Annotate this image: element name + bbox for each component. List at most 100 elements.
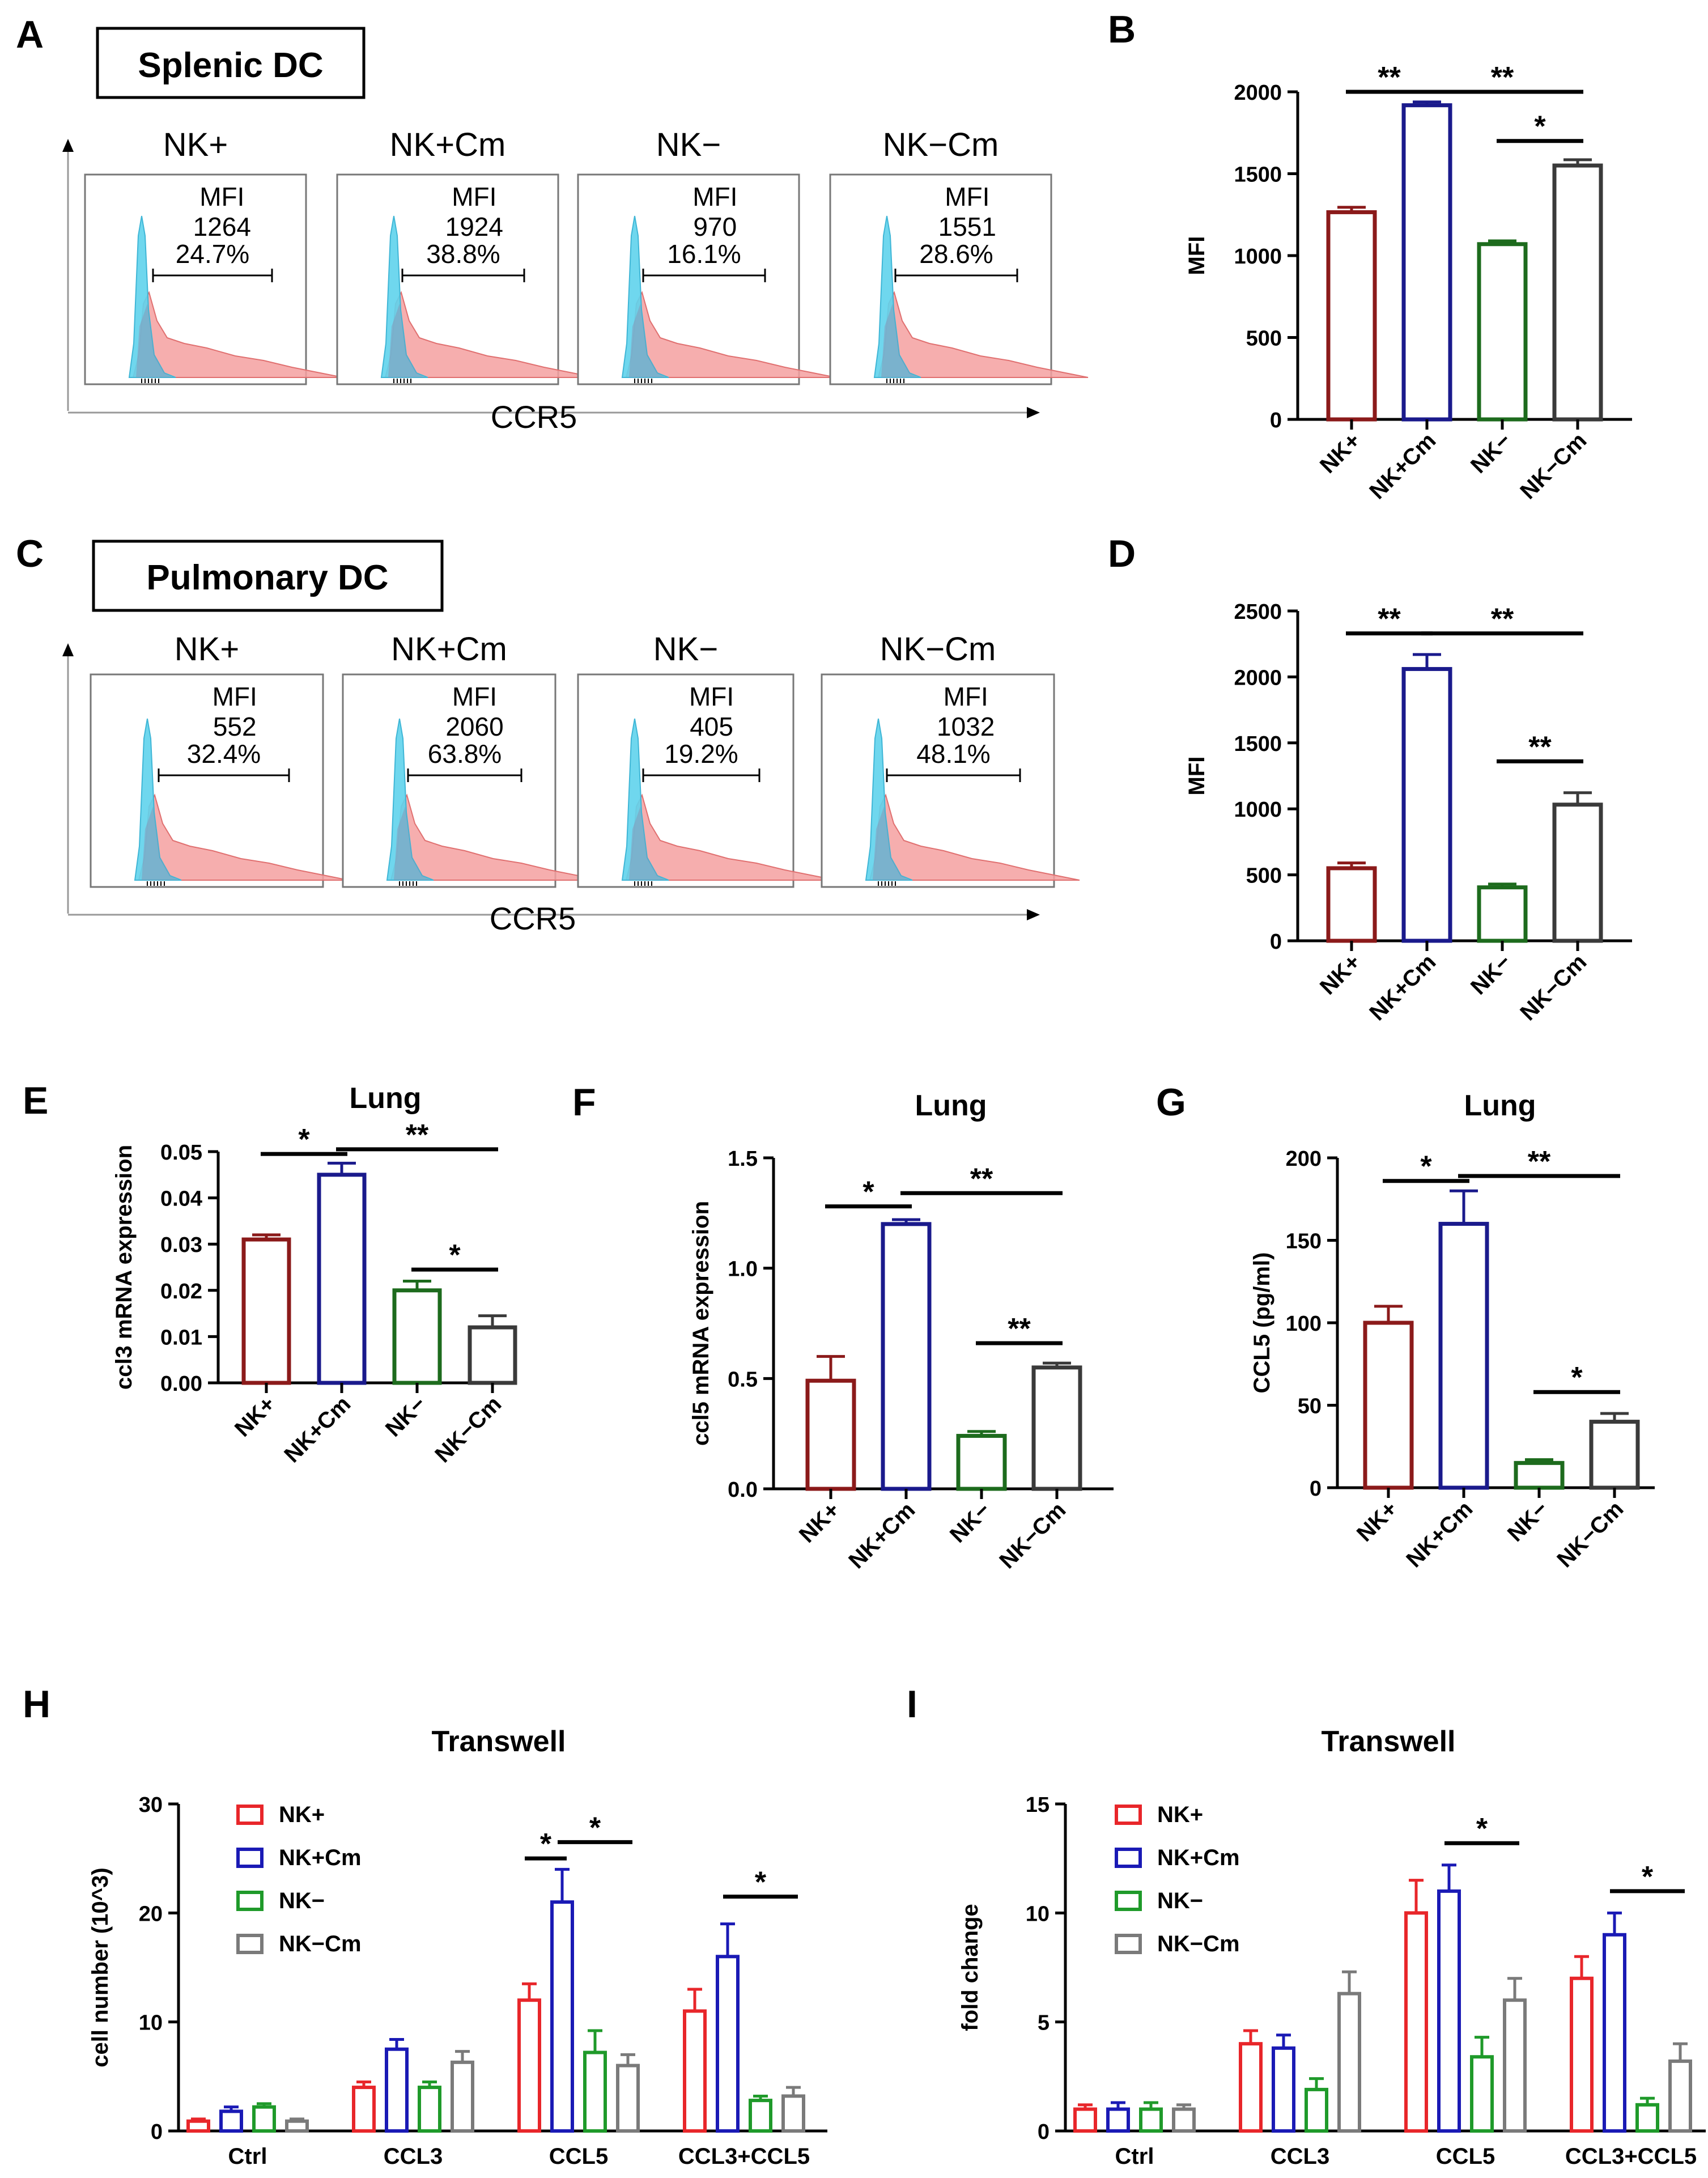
- bar: [1031, 1365, 1082, 1491]
- panel-letter: H: [23, 1683, 50, 1726]
- significance-label: **: [1528, 731, 1552, 763]
- overlap-region: [629, 806, 666, 880]
- y-tick-label: 2500: [1234, 600, 1282, 624]
- bar: [1326, 210, 1377, 422]
- bar: [781, 2094, 805, 2133]
- bar: [1552, 803, 1603, 943]
- legend-swatch: [236, 1934, 264, 1954]
- significance-label: **: [1008, 1313, 1031, 1345]
- axis-label: CCR5: [490, 901, 576, 936]
- significance-label: *: [863, 1176, 874, 1209]
- x-tick-label: NK−Cm: [995, 1497, 1070, 1573]
- isotype-control-histogram: [380, 215, 428, 378]
- y-tick-label: 1000: [1234, 798, 1282, 822]
- x-tick-label: CCL3: [1271, 2144, 1329, 2169]
- y-axis-arrow-icon: [62, 643, 74, 656]
- bar: [1139, 2107, 1163, 2133]
- legend-swatch: [236, 1848, 264, 1868]
- bar: [285, 2119, 309, 2133]
- legend-swatch: [236, 1891, 264, 1911]
- y-tick-label: 0: [151, 2120, 163, 2144]
- chart-title: Lung: [349, 1082, 421, 1115]
- bar: [716, 1955, 740, 2133]
- y-tick-label: 0.05: [160, 1141, 202, 1165]
- panel-a: A Splenic DC CCR5 NK+24.7%MFI1264NK+Cm38…: [16, 13, 1089, 435]
- bar: [1401, 103, 1452, 422]
- mfi-label: MFI: [199, 182, 244, 211]
- bar: [881, 1222, 932, 1491]
- x-tick-label: Ctrl: [1115, 2144, 1154, 2169]
- x-tick-label: NK−: [381, 1391, 431, 1441]
- y-tick-label: 0.5: [728, 1368, 758, 1391]
- legend-label: NK+Cm: [1157, 1845, 1240, 1870]
- bar: [1404, 1911, 1428, 2133]
- legend-label: NK−: [279, 1888, 325, 1913]
- y-tick-label: 20: [139, 1902, 163, 1926]
- overlap-region: [388, 304, 425, 377]
- legend-swatch: [1115, 1934, 1142, 1954]
- bar: [1272, 2046, 1295, 2133]
- bar: [583, 2050, 607, 2133]
- bar: [392, 1288, 442, 1385]
- bar: [1503, 1998, 1527, 2133]
- panel-title-box: [92, 540, 444, 612]
- mfi-label: MFI: [945, 182, 989, 211]
- histogram-title: NK−: [656, 126, 721, 163]
- chart-e: E Lung ccl3 mRNA expression 0.00 0.01 0.02 0.0…: [23, 1079, 517, 1467]
- y-tick-label: 10: [139, 2011, 163, 2035]
- overlap-region: [142, 806, 179, 880]
- mfi-label: MFI: [452, 682, 497, 711]
- panel-letter: G: [1156, 1081, 1186, 1124]
- significance-label: *: [540, 1828, 552, 1861]
- legend-label: NK−Cm: [279, 1931, 362, 1956]
- y-axis-label: ccl3 mRNA expression: [112, 1145, 137, 1390]
- bar: [749, 2099, 772, 2133]
- mfi-value: 1264: [193, 212, 251, 241]
- significance-label: *: [1642, 1861, 1654, 1893]
- bar: [1477, 885, 1528, 943]
- bar: [1073, 2107, 1097, 2133]
- gate-percent: 19.2%: [664, 739, 738, 769]
- flow-axis: CCR5: [62, 139, 1040, 435]
- histogram-frame: [90, 673, 324, 888]
- bar: [1438, 1221, 1489, 1490]
- overlap-region: [629, 304, 666, 377]
- mfi-label: MFI: [692, 182, 737, 211]
- y-tick-label: 0: [1310, 1477, 1322, 1501]
- y-tick-label: 500: [1246, 864, 1282, 888]
- histogram-title: NK+: [175, 631, 239, 668]
- chart-d: D MFI 0 500 1000 1500 2000 2500 NK+NK+Cm NK−NK−Cm…: [1108, 532, 1632, 1025]
- bar: [241, 1237, 291, 1385]
- gate-percent: 24.7%: [176, 239, 249, 269]
- bar: [1326, 866, 1377, 943]
- significance-label: **: [1378, 61, 1401, 94]
- x-tick-label: NK−: [1466, 949, 1516, 999]
- bar: [418, 2086, 441, 2133]
- x-tick-label: CCL5: [1436, 2144, 1495, 2169]
- y-tick-label: 1.5: [728, 1147, 758, 1171]
- legend-label: NK+: [1157, 1802, 1203, 1827]
- gate-percent: 63.8%: [428, 739, 502, 769]
- bar: [1477, 242, 1528, 422]
- histogram-title: NK−Cm: [883, 126, 999, 163]
- histogram-title: NK+: [163, 126, 228, 163]
- bar: [1470, 2055, 1494, 2133]
- panel-letter: E: [23, 1079, 48, 1122]
- mfi-label: MFI: [452, 182, 496, 211]
- bar: [550, 1900, 574, 2133]
- chart-g: G Lung CCL5 (pg/ml) 0 50 100 150 200 NK+NK+Cm NK−…: [1156, 1081, 1655, 1572]
- y-tick-label: 0.01: [160, 1326, 202, 1349]
- bar: [1363, 1321, 1414, 1490]
- x-tick-label: NK+Cm: [1365, 428, 1441, 504]
- bar: [468, 1325, 517, 1385]
- y-tick-label: 5: [1038, 2011, 1050, 2035]
- significance-label: *: [449, 1239, 461, 1272]
- legend-swatch: [236, 1805, 264, 1825]
- panel-letter: B: [1108, 8, 1136, 51]
- y-tick-label: 0.02: [160, 1280, 202, 1304]
- y-tick-label: 0: [1038, 2120, 1050, 2144]
- overlap-region: [881, 304, 918, 377]
